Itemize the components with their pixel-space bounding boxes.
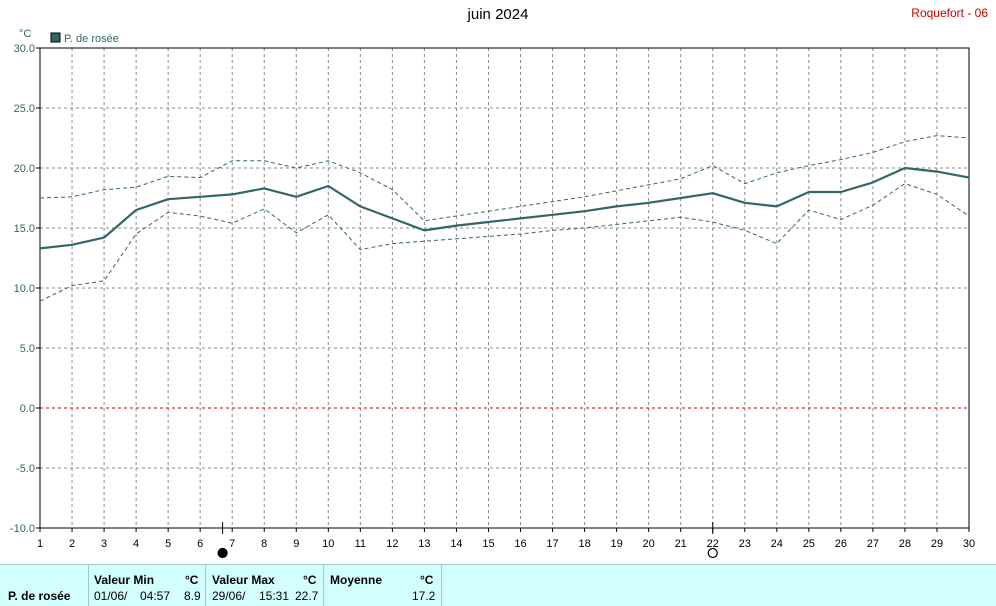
max-unit: °C xyxy=(303,573,317,587)
x-tick-label: 28 xyxy=(899,538,911,550)
y-tick-label: 0.0 xyxy=(20,403,35,415)
x-tick-label: 22 xyxy=(707,538,719,550)
stats-mean-cell: Moyenne °C 17.2 xyxy=(324,565,442,606)
series xyxy=(39,135,970,302)
x-tick-label: 24 xyxy=(771,538,783,550)
x-tick-label: 21 xyxy=(675,538,687,550)
x-tick-label: 26 xyxy=(835,538,847,550)
y-tick-label: 10.0 xyxy=(14,283,35,295)
y-tick-label: 25.0 xyxy=(14,103,35,115)
x-tick-label: 9 xyxy=(293,538,299,550)
max-label: Valeur Max xyxy=(212,573,275,587)
x-tick-label: 20 xyxy=(643,538,655,550)
stats-max-cell: Valeur Max °C 29/06/ 15:31 22.7 xyxy=(206,565,324,606)
x-tick-label: 15 xyxy=(482,538,494,550)
min-unit: °C xyxy=(185,573,199,587)
station-name: Roquefort - 06 xyxy=(911,6,988,20)
y-tick-label: 15.0 xyxy=(14,223,35,235)
x-tick-label: 8 xyxy=(261,538,267,550)
legend-label: P. de rosée xyxy=(64,33,119,45)
full-moon-icon xyxy=(707,547,718,559)
x-tick-label: 5 xyxy=(165,538,171,550)
plot-frame xyxy=(39,47,970,529)
y-tick-label: 30.0 xyxy=(14,43,35,55)
max-value: 22.7 xyxy=(295,589,319,603)
legend-swatch xyxy=(50,32,61,43)
stats-min-cell: Valeur Min °C 01/06/ 04:57 8.9 xyxy=(89,565,206,606)
y-tick-label: 20.0 xyxy=(14,163,35,175)
x-tick-label: 19 xyxy=(610,538,622,550)
x-tick-label: 2 xyxy=(69,538,75,550)
x-tick-label: 16 xyxy=(514,538,526,550)
min-value: 8.9 xyxy=(184,589,201,603)
x-tick-label: 23 xyxy=(739,538,751,550)
min-label: Valeur Min xyxy=(94,573,155,587)
max-time: 15:31 xyxy=(259,589,290,603)
y-tick-label: 5.0 xyxy=(20,343,35,355)
min-date: 01/06/ xyxy=(94,589,128,603)
axes: 30.025.020.015.010.05.00.0-5.0-10.01 2 3 4 5… xyxy=(10,43,975,559)
x-tick-label: 27 xyxy=(867,538,879,550)
x-tick-label: 1 xyxy=(37,538,43,550)
stats-variable: P. de rosée xyxy=(8,589,71,603)
x-tick-label: 18 xyxy=(578,538,590,550)
x-tick-label: 29 xyxy=(931,538,943,550)
x-tick-label: 6 xyxy=(197,538,203,550)
x-tick-label: 7 xyxy=(229,538,235,550)
dewpoint-chart: 30.025.020.015.010.05.00.0-5.0-10.01 2 3 4 5… xyxy=(10,28,975,559)
x-tick-label: 4 xyxy=(133,538,139,550)
legend: P. de rosée xyxy=(50,32,119,45)
y-tick-label: -5.0 xyxy=(16,463,35,475)
x-tick-label: 12 xyxy=(386,538,398,550)
x-tick-label: 11 xyxy=(355,538,366,550)
mean-unit: °C xyxy=(420,573,434,587)
x-tick-label: 14 xyxy=(450,538,462,550)
mean-value: 17.2 xyxy=(412,589,436,603)
grid xyxy=(40,48,969,528)
y-axis-unit: °C xyxy=(19,28,31,40)
max-series-line xyxy=(39,135,970,222)
stats-variable-cell: P. de rosée xyxy=(0,565,89,606)
x-tick-label: 25 xyxy=(803,538,815,550)
chart-title: juin 2024 xyxy=(467,6,529,23)
new-moon-icon xyxy=(217,547,228,559)
stats-footer: P. de rosée Valeur Min °C 01/06/ 04:57 8… xyxy=(0,564,996,606)
y-tick-label: -10.0 xyxy=(10,523,35,535)
x-tick-label: 10 xyxy=(322,538,334,550)
min-series-line xyxy=(39,183,970,302)
x-tick-label: 17 xyxy=(546,538,558,550)
min-time: 04:57 xyxy=(140,589,171,603)
x-tick-label: 13 xyxy=(418,538,430,550)
x-tick-label: 3 xyxy=(101,538,107,550)
x-tick-label: 30 xyxy=(963,538,975,550)
mean-series-line xyxy=(39,166,970,250)
mean-label: Moyenne xyxy=(330,573,383,587)
max-date: 29/06/ xyxy=(212,589,246,603)
